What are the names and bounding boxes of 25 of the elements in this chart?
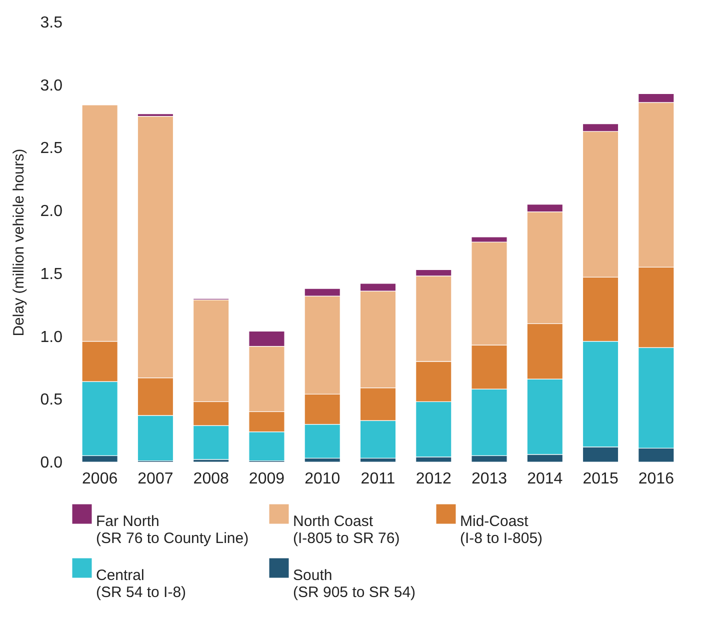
y-tick-label: 2.0 <box>40 203 63 220</box>
x-tick-label: 2011 <box>360 470 396 488</box>
legend-label: Central (SR 54 to I-8) <box>96 567 186 601</box>
x-tick-label: 2008 <box>193 470 229 488</box>
x-tick-label: 2015 <box>582 470 618 488</box>
y-tick-label: 1.5 <box>40 266 63 283</box>
x-tick-label: 2006 <box>82 470 118 488</box>
legend-label: South (SR 905 to SR 54) <box>293 567 416 601</box>
y-tick-label: 1.0 <box>40 328 63 346</box>
y-tick-label: 0.0 <box>40 454 63 472</box>
x-tick-label: 2012 <box>416 470 452 488</box>
legend-label: Far North (SR 76 to County Line) <box>96 513 249 547</box>
y-axis-title: Delay (million vehicle hours) <box>10 148 28 336</box>
y-tick-label: 2.5 <box>40 140 63 158</box>
legend-label: North Coast (I-805 to SR 76) <box>293 513 400 547</box>
x-tick-label: 2010 <box>304 470 340 488</box>
y-tick-label: 3.0 <box>40 77 63 94</box>
y-tick-label: 0.5 <box>40 392 63 409</box>
y-tick-label: 3.5 <box>40 14 63 32</box>
x-tick-label: 2009 <box>248 470 285 488</box>
x-tick-label: 2007 <box>138 470 174 488</box>
legend-label: Mid-Coast (I-8 to I-805) <box>460 513 543 547</box>
x-tick-label: 2013 <box>471 470 508 488</box>
x-tick-label: 2014 <box>527 470 563 488</box>
x-tick-label: 2016 <box>638 470 674 488</box>
